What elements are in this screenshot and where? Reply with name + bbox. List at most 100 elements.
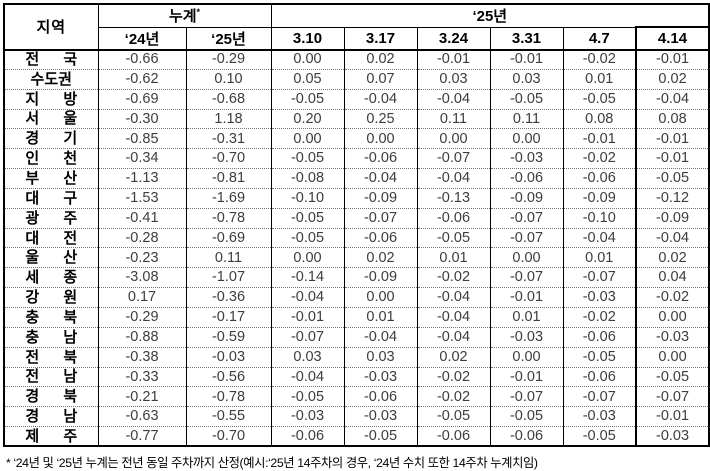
- value-cell: 0.25: [343, 108, 418, 130]
- value-cell: 0.03: [343, 346, 418, 368]
- value-cell: -0.66: [97, 48, 187, 70]
- value-cell: -0.07: [562, 267, 637, 289]
- value-cell: -0.04: [270, 366, 345, 388]
- value-cell: -1.53: [97, 187, 187, 209]
- region-label: 경 북: [3, 386, 99, 408]
- value-cell: -0.05: [634, 168, 710, 189]
- value-cell: -0.05: [489, 88, 564, 110]
- value-cell: 0.17: [97, 287, 187, 308]
- value-cell: -0.01: [634, 48, 710, 70]
- value-cell: -0.23: [97, 247, 187, 269]
- table-row: 충 북 -0.29 -0.17 -0.01 0.01 -0.04 0.01 -0.02 0.00: [3, 306, 710, 328]
- value-cell: 0.08: [562, 108, 637, 130]
- table-row: 제 주 -0.77 -0.70 -0.06 -0.05 -0.06 -0.06 -0.05 -0…: [3, 426, 710, 448]
- value-cell: -0.78: [185, 207, 272, 229]
- value-cell: -0.06: [562, 168, 637, 189]
- value-cell: -0.01: [562, 128, 637, 150]
- value-cell: -0.07: [343, 207, 418, 229]
- region-label: 부 산: [3, 168, 99, 189]
- value-cell: -0.05: [270, 88, 345, 110]
- value-cell: -0.04: [416, 287, 491, 308]
- value-cell: 0.07: [343, 68, 418, 90]
- value-cell: -0.05: [416, 406, 491, 428]
- value-cell: 0.20: [270, 108, 345, 130]
- value-cell: -0.01: [634, 128, 710, 150]
- region-label: 인 천: [3, 148, 99, 170]
- region-label: 수도권: [3, 68, 99, 90]
- value-cell: -0.05: [634, 366, 710, 388]
- value-cell: -0.06: [416, 426, 491, 448]
- footnote: * ‘24년 및 ‘25년 누계는 전년 동일 주차까지 산정(예시:‘25년 …: [6, 456, 538, 471]
- value-cell: 0.11: [185, 247, 272, 269]
- region-label: 충 남: [3, 326, 99, 348]
- col-header-week-0331: 3.31: [489, 26, 564, 51]
- value-cell: -0.07: [416, 148, 491, 170]
- region-label: 경 남: [3, 406, 99, 428]
- table-row: 광 주 -0.41 -0.78 -0.05 -0.07 -0.06 -0.07 -0.10 -0…: [3, 207, 710, 229]
- value-cell: 0.00: [489, 346, 564, 368]
- value-cell: 0.01: [343, 306, 418, 328]
- value-cell: -0.07: [489, 207, 564, 229]
- value-cell: -0.02: [562, 148, 637, 170]
- value-cell: 0.00: [270, 48, 345, 70]
- value-cell: 1.18: [185, 108, 272, 130]
- value-cell: -0.38: [97, 346, 187, 368]
- table-row: 경 남 -0.63 -0.55 -0.03 -0.03 -0.05 -0.05 -0.03 -0…: [3, 406, 710, 428]
- value-cell: -0.09: [343, 187, 418, 209]
- col-header-week-0407: 4.7: [562, 26, 637, 51]
- value-cell: -0.05: [270, 386, 345, 408]
- value-cell: -0.29: [97, 306, 187, 328]
- value-cell: -0.01: [489, 48, 564, 70]
- value-cell: -0.33: [97, 366, 187, 388]
- value-cell: -0.04: [634, 227, 710, 249]
- value-cell: -0.78: [185, 386, 272, 408]
- value-cell: 0.00: [343, 287, 418, 308]
- region-label: 대 전: [3, 227, 99, 249]
- value-cell: -0.01: [634, 148, 710, 170]
- value-cell: 0.05: [270, 68, 345, 90]
- value-cell: 0.01: [489, 306, 564, 328]
- value-cell: -0.03: [562, 287, 637, 308]
- region-label: 충 북: [3, 306, 99, 328]
- value-cell: -0.03: [489, 148, 564, 170]
- cumulative-footnote-mark: *: [196, 7, 201, 18]
- value-cell: -0.31: [185, 128, 272, 150]
- value-cell: -0.04: [416, 168, 491, 189]
- value-cell: -0.06: [343, 386, 418, 408]
- table-row: 울 산 -0.23 0.11 0.00 0.02 0.01 0.00 0.01 0.02: [3, 247, 710, 269]
- table-row: 수도권 -0.62 0.10 0.05 0.07 0.03 0.03 0.01 0.02: [3, 68, 710, 90]
- col-header-year-2025: ‘25년: [270, 3, 710, 28]
- value-cell: -0.02: [416, 366, 491, 388]
- value-cell: -0.07: [270, 326, 345, 348]
- value-cell: -1.69: [185, 187, 272, 209]
- region-label: 세 종: [3, 267, 99, 289]
- value-cell: -0.69: [185, 227, 272, 249]
- value-cell: -0.02: [562, 48, 637, 70]
- value-cell: -0.05: [562, 346, 637, 368]
- value-cell: -0.08: [270, 168, 345, 189]
- table-row: 전 북 -0.38 -0.03 0.03 0.03 0.02 0.00 -0.05 0.00: [3, 346, 710, 368]
- value-cell: -0.34: [97, 148, 187, 170]
- value-cell: -0.02: [416, 267, 491, 289]
- table-row: 경 북 -0.21 -0.78 -0.05 -0.06 -0.02 -0.07 -0.07 -0…: [3, 386, 710, 408]
- value-cell: -0.04: [634, 88, 710, 110]
- value-cell: -0.06: [270, 426, 345, 448]
- value-cell: -0.06: [343, 227, 418, 249]
- value-cell: 0.04: [634, 267, 710, 289]
- region-label: 지 방: [3, 88, 99, 110]
- value-cell: -0.04: [416, 306, 491, 328]
- value-cell: -0.03: [489, 326, 564, 348]
- value-cell: -0.05: [416, 227, 491, 249]
- table-row: 전 남 -0.33 -0.56 -0.04 -0.03 -0.02 -0.01 -0.06 -0…: [3, 366, 710, 388]
- value-cell: -0.01: [634, 406, 710, 428]
- value-cell: -0.12: [634, 187, 710, 209]
- col-header-cumulative: 누계*: [97, 3, 272, 28]
- value-cell: -0.06: [343, 148, 418, 170]
- value-cell: -0.03: [562, 406, 637, 428]
- value-cell: 0.03: [489, 68, 564, 90]
- value-cell: 0.00: [634, 306, 710, 328]
- value-cell: -0.21: [97, 386, 187, 408]
- table-row: 인 천 -0.34 -0.70 -0.05 -0.06 -0.07 -0.03 -0.02 -0…: [3, 148, 710, 170]
- value-cell: -1.07: [185, 267, 272, 289]
- col-header-week-0317: 3.17: [343, 26, 418, 51]
